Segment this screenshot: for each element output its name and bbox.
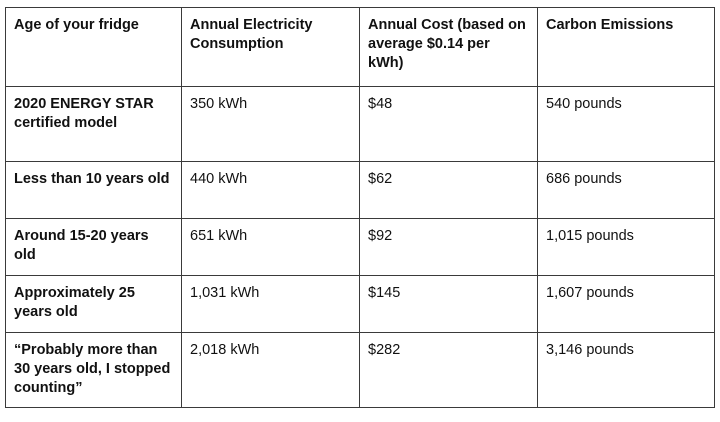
cell-fridge-age: Approximately 25 years old [5,275,182,333]
cell-emissions: 540 pounds [537,86,715,162]
cell-cost: $92 [359,218,538,276]
header-annual-electricity: Annual Electricity Consumption [181,7,360,87]
table-row: Less than 10 years old 440 kWh $62 686 p… [5,161,715,219]
cell-fridge-age: Less than 10 years old [5,161,182,219]
fridge-energy-table: Age of your fridge Annual Electricity Co… [5,7,715,408]
cell-electricity: 440 kWh [181,161,360,219]
cell-fridge-age: 2020 ENERGY STAR certified model [5,86,182,162]
cell-emissions: 1,607 pounds [537,275,715,333]
cell-cost: $48 [359,86,538,162]
table-row: Around 15-20 years old 651 kWh $92 1,015… [5,218,715,276]
table-row: Approximately 25 years old 1,031 kWh $14… [5,275,715,333]
cell-electricity: 1,031 kWh [181,275,360,333]
cell-fridge-age: “Probably more than 30 years old, I stop… [5,332,182,408]
header-fridge-age: Age of your fridge [5,7,182,87]
table-row: “Probably more than 30 years old, I stop… [5,332,715,408]
cell-cost: $62 [359,161,538,219]
cell-emissions: 686 pounds [537,161,715,219]
fridge-energy-table-container: Age of your fridge Annual Electricity Co… [5,7,715,408]
table-header-row: Age of your fridge Annual Electricity Co… [5,7,715,87]
header-annual-cost: Annual Cost (based on average $0.14 per … [359,7,538,87]
cell-electricity: 350 kWh [181,86,360,162]
table-row: 2020 ENERGY STAR certified model 350 kWh… [5,86,715,162]
cell-fridge-age: Around 15-20 years old [5,218,182,276]
cell-electricity: 651 kWh [181,218,360,276]
cell-cost: $145 [359,275,538,333]
cell-cost: $282 [359,332,538,408]
cell-emissions: 1,015 pounds [537,218,715,276]
header-carbon-emissions: Carbon Emissions [537,7,715,87]
cell-electricity: 2,018 kWh [181,332,360,408]
cell-emissions: 3,146 pounds [537,332,715,408]
